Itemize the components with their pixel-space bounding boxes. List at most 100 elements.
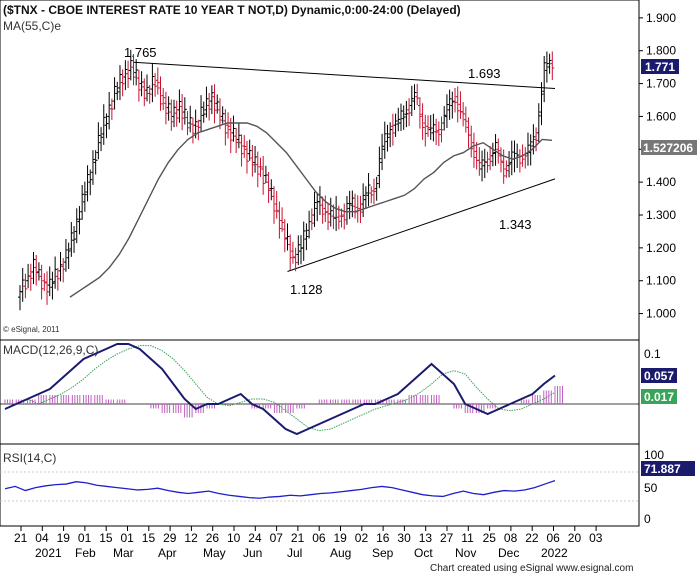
price-bar [101, 104, 106, 145]
price-bar [20, 267, 25, 302]
x-tick-label: 24 [248, 531, 262, 545]
price-bar [196, 119, 201, 141]
x-tick-label: 21 [291, 531, 305, 545]
price-bar [226, 112, 231, 139]
price-bar [228, 117, 233, 154]
macd-label: MACD(12,26,9,C) [3, 343, 98, 357]
price-bar [488, 146, 493, 171]
x-tick-label: 19 [57, 531, 71, 545]
price-bar [393, 113, 398, 137]
price-bar [390, 113, 395, 146]
macd-line [4, 343, 556, 436]
price-bar [374, 176, 379, 201]
price-bar [296, 235, 301, 266]
price-bar [431, 113, 436, 142]
price-bar [369, 186, 374, 204]
x-month-label: Jul [287, 546, 302, 560]
price-bar [93, 150, 98, 175]
ma-line [69, 122, 553, 298]
price-bar [147, 84, 152, 104]
price-bar [388, 122, 393, 148]
price-bar [401, 105, 406, 130]
x-tick-label: 07 [270, 531, 284, 545]
x-month-label: Nov [455, 546, 476, 560]
price-bar [504, 160, 509, 178]
price-bar [382, 121, 387, 159]
signal-value: 0.017 [644, 390, 674, 404]
price-bar [174, 100, 179, 127]
price-bar [347, 190, 352, 220]
price-bar [255, 151, 260, 188]
price-tick-label: 1.300 [646, 208, 676, 222]
price-bar [120, 69, 125, 97]
price-bar [212, 84, 217, 124]
price-bar [250, 144, 255, 177]
price-bar [363, 186, 368, 209]
price-bar [309, 208, 314, 231]
price-bar [128, 49, 133, 81]
price-bar [77, 206, 82, 235]
x-tick-label: 15 [99, 531, 113, 545]
price-bar [209, 85, 214, 115]
rsi-tick-50: 50 [644, 481, 658, 495]
price-bar [507, 151, 512, 178]
price-bar [155, 67, 160, 95]
price-tick-label: 1.700 [646, 77, 676, 91]
price-bar [480, 150, 485, 182]
x-tick-label: 06 [312, 531, 326, 545]
rsi-label: RSI(14,C) [3, 451, 56, 465]
price-bar [134, 59, 139, 86]
price-bar [331, 204, 336, 230]
price-bar [304, 223, 309, 251]
rsi-line [4, 479, 556, 499]
price-bar [271, 186, 276, 224]
price-bar [47, 266, 52, 297]
price-bar [293, 247, 298, 272]
x-tick-label: 13 [419, 531, 433, 545]
price-bar [282, 219, 287, 253]
price-bar [396, 107, 401, 132]
x-tick-label: 25 [483, 531, 497, 545]
price-bar [242, 135, 247, 158]
price-bar [199, 95, 204, 133]
x-tick-label: 01 [78, 531, 92, 545]
x-tick-label: 10 [227, 531, 241, 545]
watermark: © eSignal, 2011 [3, 325, 60, 334]
macd-value: 0.057 [644, 369, 674, 383]
price-bar [420, 103, 425, 140]
price-bar [453, 87, 458, 113]
price-bar [253, 146, 258, 173]
price-bar [74, 208, 79, 244]
price-bar [115, 81, 120, 101]
price-bar [463, 106, 468, 133]
price-bar [320, 196, 325, 224]
price-bar [58, 251, 63, 282]
x-month-label: Feb [75, 546, 96, 560]
price-bar [201, 101, 206, 123]
price-bar [261, 155, 266, 195]
price-bar [417, 97, 422, 129]
price-bars [18, 49, 555, 311]
price-bar [231, 115, 236, 142]
price-bar [380, 133, 385, 171]
price-bar [150, 63, 155, 103]
price-bar [99, 127, 104, 152]
price-bar [277, 201, 282, 239]
x-tick-label: 04 [35, 531, 49, 545]
price-bar [426, 115, 431, 137]
price-bar [258, 157, 263, 177]
price-bar [207, 92, 212, 121]
price-bar [142, 78, 147, 107]
trendline [133, 61, 556, 89]
price-bar [109, 98, 114, 120]
x-tick-label: 19 [334, 531, 348, 545]
x-tick-label: 11 [461, 531, 474, 545]
price-bar [326, 203, 331, 230]
x-month-label: Mar [113, 546, 134, 560]
price-bar [423, 114, 428, 147]
annotation-low-1: 1.128 [290, 282, 323, 297]
price-bar [215, 94, 220, 114]
price-bar [493, 134, 498, 166]
price-tick-label: 1.600 [646, 109, 676, 123]
price-bar [104, 113, 109, 139]
